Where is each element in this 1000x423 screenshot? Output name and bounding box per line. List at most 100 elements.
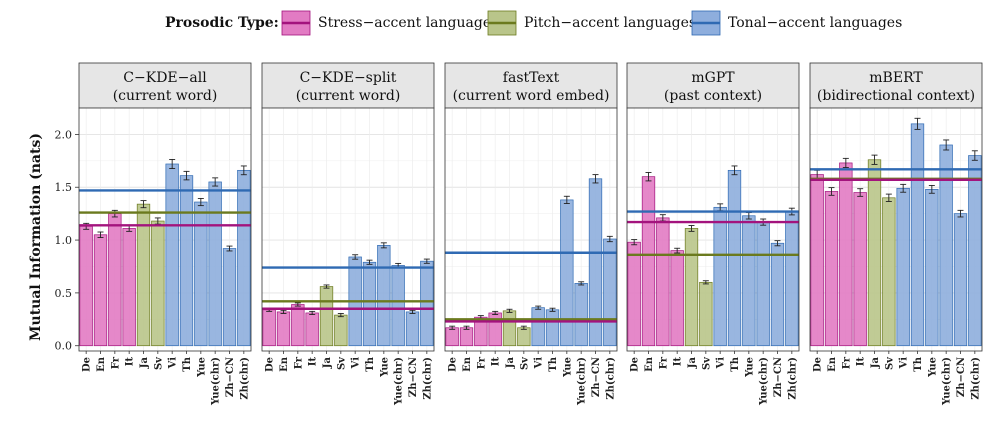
x-tick-label: En [96, 356, 107, 372]
x-tick-label: Zh(chr) [422, 357, 433, 400]
panel-border [78, 107, 252, 352]
x-tick-label: Yue [744, 357, 755, 378]
bar-Sv [517, 327, 531, 347]
x-tick-label: De [813, 357, 824, 372]
bar-Ja [867, 159, 882, 347]
y-tick-label: 2.0 [55, 128, 73, 141]
x-tick-label: Zh−CN [591, 357, 602, 397]
bar-Zh−CN [770, 242, 785, 347]
bar-En [459, 327, 474, 347]
bar-Sv [151, 220, 165, 347]
panel-plot-area [445, 108, 617, 351]
x-tick-label: Fr [658, 356, 669, 369]
x-tick-label: Sv [336, 356, 347, 370]
panel-subtitle: (current word) [113, 88, 218, 104]
x-tick-label: It [491, 357, 502, 367]
panel-1: C−KDE−all(current word)De En Fr It Ja Sv Vi Th Y… [78, 62, 252, 406]
x-tick-label: En [279, 356, 290, 372]
x-tick-label: Th [548, 356, 559, 371]
x-tick-label: It [673, 357, 684, 367]
x-tick-label: Ja [322, 356, 333, 369]
x-tick-label: Yue(chr) [759, 357, 770, 406]
panel-title: mGPT [691, 70, 735, 86]
x-tick-label: Th [182, 356, 193, 371]
panel-border [444, 107, 618, 352]
x-tick-label: Sv [701, 356, 712, 370]
bar-De [627, 241, 641, 347]
x-tick-label: Zh(chr) [970, 357, 981, 400]
x-tick-label: De [448, 357, 459, 372]
bar-Yue [925, 189, 939, 347]
x-tick-label: Yue [196, 357, 207, 378]
x-tick-label: Zh(chr) [605, 357, 616, 400]
bar-Vi [713, 206, 727, 347]
panel-subtitle: (current word) [296, 88, 401, 104]
bar-Yue [377, 244, 391, 347]
bar-Th [362, 261, 377, 347]
x-tick-label: Fr [476, 356, 487, 369]
bar-Yue(chr) [756, 221, 770, 347]
panel-plot-area [810, 108, 982, 351]
x-tick-label: Zh−CN [225, 357, 236, 397]
panel-subtitle: (past context) [664, 88, 762, 104]
bar-Yue(chr) [939, 144, 953, 347]
bar-It [853, 192, 867, 347]
bar-Zh−CN [953, 213, 968, 347]
x-tick-label: It [856, 357, 867, 367]
bar-It [305, 312, 319, 347]
bar-Sv [882, 197, 896, 347]
panel-title: mBERT [869, 70, 923, 86]
bar-It [488, 312, 502, 347]
bar-De [79, 225, 93, 347]
x-tick-label: De [82, 357, 93, 372]
x-tick-label: Vi [534, 357, 545, 370]
panel-plot-area [262, 108, 434, 351]
panel-plot-area [79, 108, 251, 351]
y-tick-label: 0.0 [55, 340, 73, 353]
bar-Sv [334, 314, 348, 347]
x-tick-label: Sv [884, 356, 895, 370]
bar-Zh(chr) [785, 211, 799, 347]
x-tick-label: Sv [153, 356, 164, 370]
legend-label-tonal: Tonal−accent languages [728, 15, 902, 31]
legend-entry-pitch: Pitch−accent languages [487, 10, 696, 36]
legend-title: Prosodic Type: [165, 15, 279, 31]
panel-strip [261, 62, 435, 109]
legend-label-pitch: Pitch−accent languages [524, 15, 696, 31]
bar-Zh(chr) [237, 169, 251, 347]
bar-En [641, 176, 656, 347]
x-tick-label: Th [730, 356, 741, 371]
panel-3: fastText (current word embed) De En Fr It Ja Sv… [444, 62, 618, 406]
bar-Fr [291, 304, 305, 347]
x-tick-label: Zh−CN [408, 357, 419, 397]
y-axis-label: Mutual Information (nats) [28, 133, 44, 341]
bar-It [670, 250, 684, 347]
x-tick-label: Ja [139, 356, 150, 369]
bar-Yue(chr) [391, 265, 405, 347]
bar-Th [545, 309, 560, 347]
x-tick-label: Yue(chr) [211, 357, 222, 406]
x-tick-label: Th [365, 356, 376, 371]
bar-De [810, 174, 824, 347]
x-tick-label: Fr [841, 356, 852, 369]
bar-De [445, 327, 459, 347]
bar-Fr [839, 162, 853, 347]
panel-title: fastText [503, 70, 560, 86]
bar-Zh−CN [405, 311, 420, 347]
y-tick-label: 1.0 [55, 234, 73, 247]
panel-border [626, 107, 800, 352]
x-tick-label: It [308, 357, 319, 367]
bar-Yue(chr) [208, 181, 222, 347]
bar-Fr [656, 217, 670, 347]
bar-Th [910, 123, 925, 347]
x-tick-label: En [462, 356, 473, 372]
bar-En [276, 311, 291, 347]
panel-4: mGPT (past context) De En Fr It Ja Sv Vi Th Yue Yue… [626, 62, 800, 406]
panel-subtitle: (current word embed) [453, 88, 610, 104]
x-tick-label: Yue(chr) [394, 357, 405, 406]
x-tick-label: Zh−CN [773, 357, 784, 397]
bar-Yue [742, 215, 756, 347]
legend-entry-stress: Stress−accent languages [281, 10, 498, 36]
panel-5: mBERT (bidirectional context) De En Fr It Ja Sv… [809, 62, 983, 406]
